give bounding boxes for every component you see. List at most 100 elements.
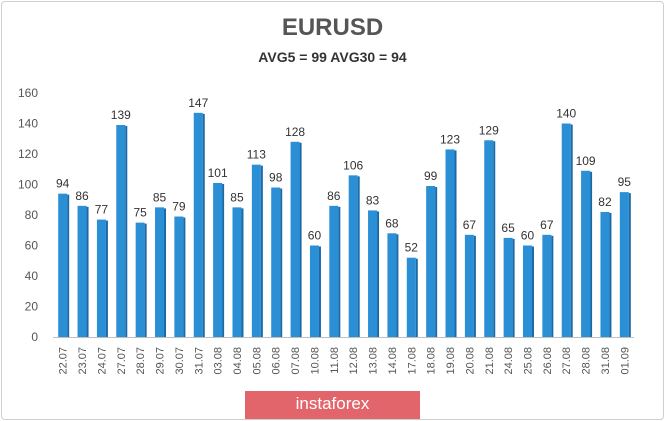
x-tick-label: 28.07	[135, 347, 147, 375]
bar	[271, 187, 283, 337]
data-label: 67	[463, 218, 477, 232]
bar	[406, 257, 418, 337]
bar	[387, 233, 399, 337]
data-label: 85	[230, 190, 244, 204]
instaforex-logo: instaforex	[245, 391, 420, 419]
x-tick-label: 27.07	[116, 347, 128, 375]
x-tick-label: 23.07	[77, 347, 89, 375]
x-tick-label: 17.08	[406, 347, 418, 375]
x-tick-label: 10.08	[309, 347, 321, 375]
bar	[213, 182, 225, 337]
y-tick-label: 120	[18, 147, 38, 161]
x-tick-label: 26.08	[542, 347, 554, 375]
bar	[155, 207, 167, 337]
y-tick-label: 80	[25, 208, 39, 222]
bar	[619, 192, 631, 337]
brand-text: instaforex	[295, 394, 370, 413]
data-label: 94	[56, 177, 70, 191]
y-axis: 0 20 40 60 80 100 120 140 160	[18, 86, 634, 344]
bar	[193, 112, 205, 337]
data-label: 113	[247, 148, 266, 162]
data-label: 95	[618, 175, 632, 189]
data-label: 83	[366, 193, 380, 207]
data-label: 85	[153, 190, 167, 204]
bar	[116, 125, 128, 338]
data-label: 129	[479, 123, 499, 137]
y-tick-label: 100	[18, 178, 38, 192]
bar	[174, 216, 186, 337]
bar	[581, 170, 593, 337]
chart-subtitle: AVG5 = 99 AVG30 = 94	[258, 49, 407, 65]
y-tick-label: 60	[25, 239, 39, 253]
data-label: 82	[598, 195, 612, 209]
data-label: 67	[540, 218, 554, 232]
y-tick-label: 0	[31, 330, 38, 344]
bar	[445, 149, 457, 337]
y-tick-label: 20	[25, 300, 39, 314]
y-tick-label: 160	[18, 86, 38, 100]
x-tick-label: 29.07	[155, 347, 167, 375]
x-tick-label: 12.08	[348, 347, 360, 375]
bar	[329, 205, 341, 337]
x-tick-label: 04.08	[232, 347, 244, 375]
bar	[503, 237, 515, 337]
data-label: 99	[424, 169, 438, 183]
data-label: 106	[343, 158, 363, 172]
bar	[77, 205, 89, 337]
y-tick-label: 140	[18, 117, 38, 131]
data-label: 79	[172, 200, 186, 214]
chart-title: EURUSD	[281, 14, 384, 41]
data-label: 77	[95, 203, 109, 217]
x-tick-label: 13.08	[368, 347, 380, 375]
data-label: 75	[133, 206, 147, 220]
x-tick-label: 24.07	[96, 347, 108, 375]
x-tick-label: 05.08	[251, 347, 263, 375]
x-tick-label: 03.08	[213, 347, 225, 375]
x-tick-label: 31.08	[600, 347, 612, 375]
x-tick-label: 22.07	[58, 347, 70, 375]
data-labels: 9486771397585791471018511398128608610683…	[56, 96, 631, 255]
x-tick-label: 31.07	[193, 347, 205, 375]
data-label: 65	[501, 221, 515, 235]
bar	[484, 140, 496, 337]
bar	[290, 141, 302, 337]
data-label: 128	[285, 125, 305, 139]
x-tick-label: 27.08	[561, 347, 573, 375]
x-tick-label: 14.08	[387, 347, 399, 375]
data-label: 86	[75, 189, 89, 203]
data-label: 60	[308, 229, 322, 243]
data-label: 98	[269, 171, 283, 185]
bar	[232, 207, 244, 337]
x-tick-label: 01.09	[619, 347, 631, 375]
bar	[426, 186, 438, 337]
x-tick-label: 21.08	[484, 347, 496, 375]
data-label: 147	[188, 96, 208, 110]
data-label: 101	[208, 166, 228, 180]
bar	[251, 164, 263, 337]
y-tick-label: 40	[25, 269, 39, 283]
data-label: 86	[327, 189, 341, 203]
bar	[464, 234, 476, 337]
bar	[368, 210, 380, 337]
x-tick-label: 18.08	[426, 347, 438, 375]
bar	[309, 245, 321, 337]
bar	[561, 123, 573, 337]
bar	[522, 245, 534, 337]
data-label: 52	[405, 241, 419, 255]
x-tick-label: 11.08	[329, 347, 341, 374]
data-label: 60	[521, 229, 535, 243]
bar	[58, 193, 70, 337]
data-label: 139	[111, 108, 131, 122]
bar	[135, 222, 147, 337]
data-label: 109	[576, 154, 596, 168]
data-label: 68	[385, 216, 399, 230]
x-tick-label: 20.08	[464, 347, 476, 375]
x-tick-label: 25.08	[522, 347, 534, 375]
bar	[542, 234, 554, 337]
data-label: 140	[556, 107, 576, 121]
x-tick-label: 07.08	[290, 347, 302, 375]
bar	[348, 175, 360, 337]
data-label: 123	[440, 132, 460, 146]
x-tick-label: 28.08	[581, 347, 593, 375]
